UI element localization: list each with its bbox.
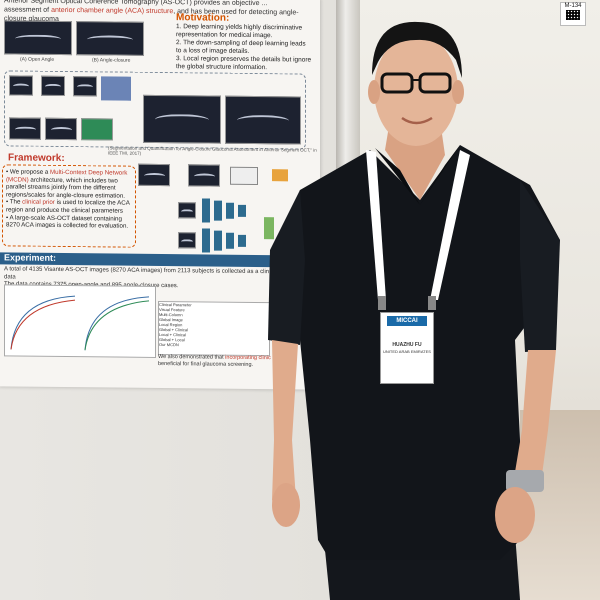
lanyard-clip: [378, 296, 386, 310]
left-sleeve: [268, 190, 305, 345]
glasses-left-lens: [380, 72, 414, 94]
hair: [372, 21, 462, 78]
right-sleeve: [520, 180, 560, 352]
roc-curves-graphic: [10, 295, 150, 351]
left-ear: [368, 80, 380, 104]
right-hand: [495, 487, 535, 543]
lanyard-right-strap: [430, 150, 470, 300]
badge-name: HUAZHU FU: [392, 342, 422, 348]
board-number-text: M-134: [564, 3, 582, 9]
face: [374, 34, 458, 146]
qr-code-icon: [566, 10, 580, 20]
name-badge: MICCAI HUAZHU FU UNITED ARAB EMIRATES: [380, 312, 434, 384]
glasses-right-lens: [418, 72, 452, 94]
badge-logo: MICCAI: [387, 316, 427, 326]
right-forearm: [512, 350, 556, 490]
badge-org: UNITED ARAB EMIRATES: [383, 349, 431, 354]
board-number-sign: M-134: [560, 2, 586, 26]
left-forearm: [272, 340, 298, 520]
lanyard-left-strap: [366, 150, 386, 300]
lanyard-clip: [428, 296, 436, 310]
left-hand: [272, 483, 300, 527]
wristwatch: [506, 470, 544, 492]
research-poster: Anterior Segment Optical Coherence Tomog…: [0, 0, 320, 390]
roc-plots: [4, 284, 156, 358]
smile: [401, 116, 433, 125]
right-ear: [452, 80, 464, 104]
